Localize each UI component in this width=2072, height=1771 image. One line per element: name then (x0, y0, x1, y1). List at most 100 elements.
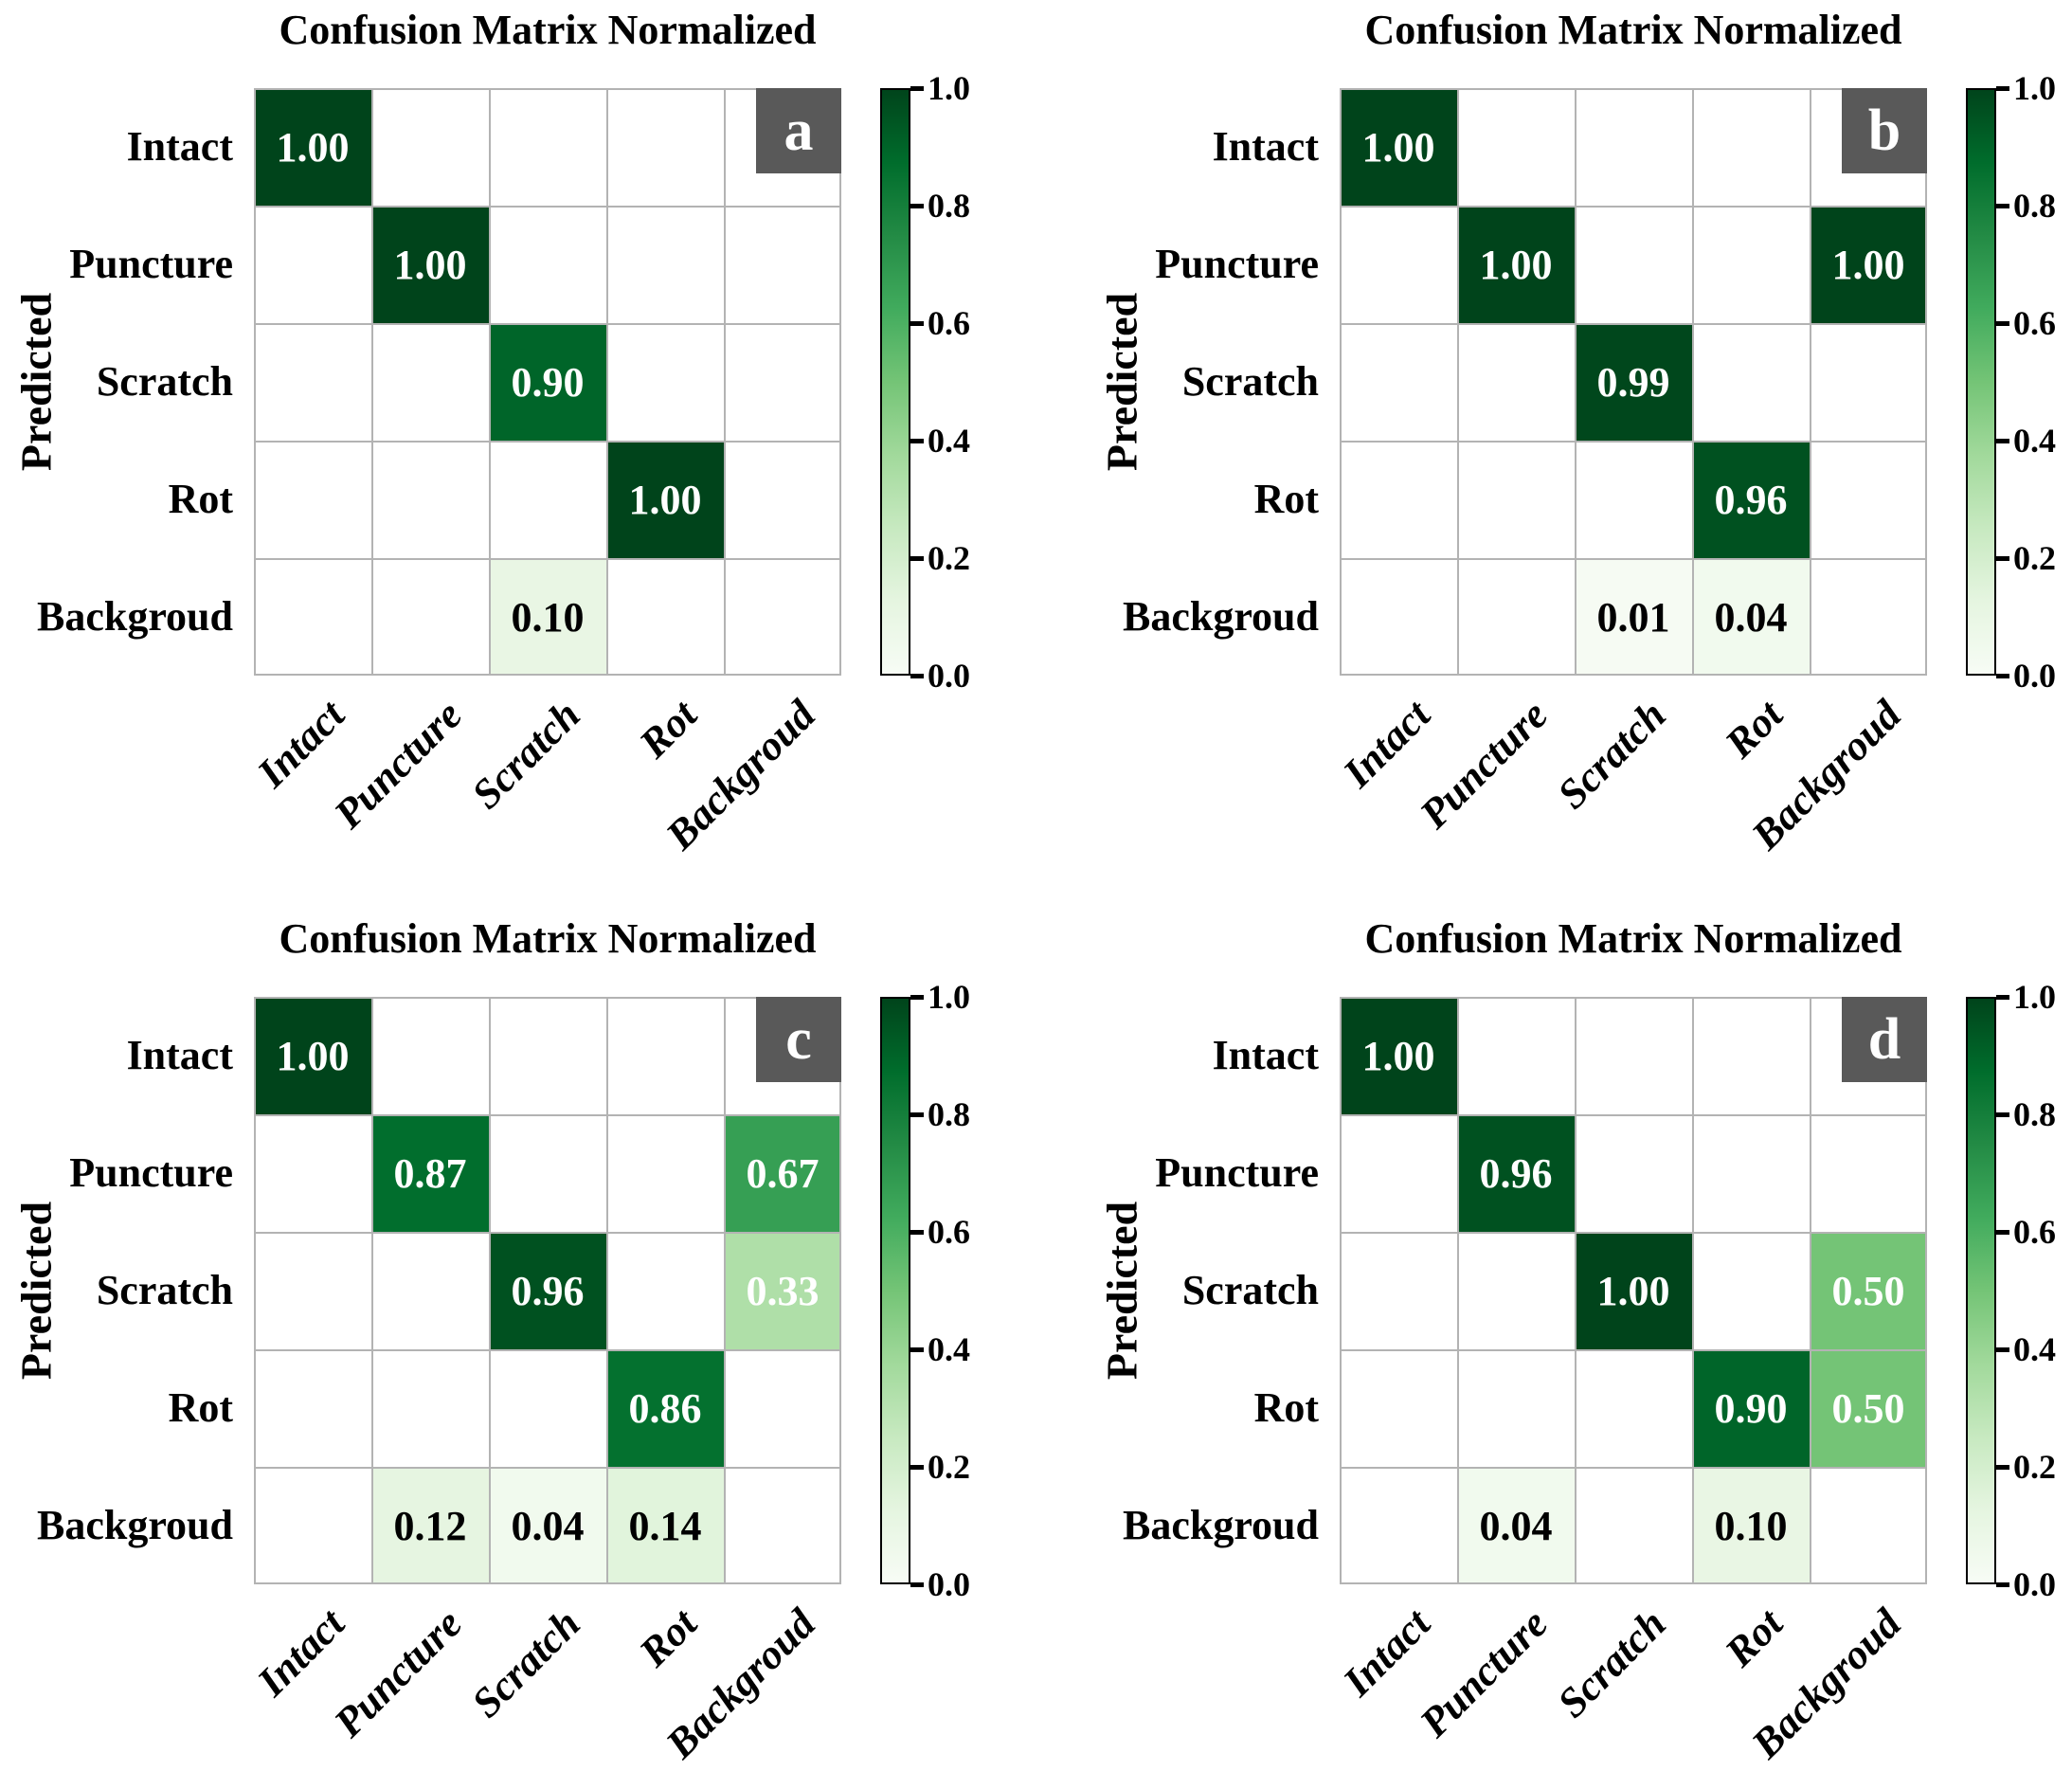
gridline (371, 88, 373, 676)
matrix-cell (1340, 323, 1457, 441)
gridline (724, 88, 726, 676)
matrix-cell (1575, 88, 1692, 206)
matrix-cell (1692, 1114, 1810, 1232)
y-tick-label: Rot (1253, 1384, 1319, 1431)
matrix-cell (371, 558, 489, 676)
colorbar-tick (1996, 1347, 2009, 1352)
colorbar-tick (910, 439, 924, 443)
gridline (1340, 1349, 1927, 1351)
matrix-cell: 1.00 (254, 88, 371, 206)
matrix-cell: 0.96 (1457, 1114, 1575, 1232)
matrix-cell (371, 323, 489, 441)
y-tick-label: Puncture (1155, 1149, 1319, 1196)
colorbar-tick (910, 556, 924, 561)
matrix-cell (1457, 323, 1575, 441)
colorbar-tick-label: 1.0 (928, 978, 970, 1016)
colorbar (1966, 88, 1996, 676)
matrix-cell (1457, 997, 1575, 1114)
panel-letter: c (785, 1006, 812, 1072)
gridline (839, 88, 841, 676)
gridline (1340, 1467, 1927, 1469)
gridline (254, 1349, 841, 1351)
matrix-cell (371, 441, 489, 558)
matrix-axes: 1.00 0.96 1.00 0.50 0.90 0.50 0.04 0.10 (1340, 997, 1927, 1584)
matrix-cell: 0.04 (1457, 1467, 1575, 1584)
gridline (1340, 441, 1927, 443)
colorbar-tick (1996, 995, 2009, 1000)
colorbar-tick-label: 0.2 (928, 539, 970, 577)
x-tick-label: Puncture (1411, 691, 1558, 838)
x-tick-label: Intact (1334, 691, 1440, 797)
matrix-cell: 0.10 (489, 558, 606, 676)
gridline (1457, 997, 1459, 1584)
colorbar-tick-label: 1.0 (928, 69, 970, 107)
matrix-cell (1575, 997, 1692, 1114)
matrix-cell (606, 997, 724, 1114)
colorbar (880, 997, 910, 1584)
matrix-cell: 1.00 (1340, 88, 1457, 206)
matrix-cell: 1.00 (1575, 1232, 1692, 1349)
gridline (254, 88, 256, 676)
matrix-cell: 0.01 (1575, 558, 1692, 676)
matrix-cell (1810, 558, 1927, 676)
matrix-cell: 0.33 (724, 1232, 841, 1349)
colorbar-tick (1996, 1230, 2009, 1235)
gridline (1925, 88, 1927, 676)
gridline (489, 88, 491, 676)
confusion-matrix-panel-a: Confusion Matrix Normalized Predicted 1.… (0, 0, 986, 909)
matrix-cell (724, 323, 841, 441)
colorbar-tick (1996, 1112, 2009, 1117)
matrix-cell (1692, 997, 1810, 1114)
matrix-cell: 0.96 (1692, 441, 1810, 558)
panel-letter-badge: a (756, 88, 841, 173)
x-tick-label: Puncture (1411, 1599, 1558, 1746)
matrix-cell (724, 1467, 841, 1584)
colorbar-tick (1996, 1582, 2009, 1587)
gridline (1692, 88, 1694, 676)
matrix-cell (254, 1349, 371, 1467)
gridline (1575, 997, 1577, 1584)
colorbar-tick-label: 1.0 (2013, 69, 2056, 107)
matrix-cell: 0.90 (1692, 1349, 1810, 1467)
gridline (1340, 997, 1342, 1584)
matrix-cell: 0.87 (371, 1114, 489, 1232)
gridline (1925, 997, 1927, 1584)
y-tick-label: Intact (126, 1032, 233, 1078)
colorbar-tick-label: 0.6 (2013, 1213, 2056, 1251)
matrix-cell: 0.50 (1810, 1349, 1927, 1467)
confusion-matrix-panel-b: Confusion Matrix Normalized Predicted 1.… (1086, 0, 2072, 909)
chart-title: Confusion Matrix Normalized (279, 7, 817, 53)
gridline (724, 997, 726, 1584)
y-tick-label: Backgroud (36, 593, 233, 640)
matrix-cell (1692, 206, 1810, 323)
gridline (254, 997, 256, 1584)
colorbar-tick-label: 0.4 (928, 422, 970, 460)
matrix-cell: 0.14 (606, 1467, 724, 1584)
colorbar-tick (910, 995, 924, 1000)
matrix-cell: 1.00 (371, 206, 489, 323)
y-tick-label: Scratch (1181, 358, 1319, 405)
x-tick-label: Rot (630, 691, 707, 768)
gridline (254, 441, 841, 443)
y-tick-label: Backgroud (1122, 1502, 1319, 1548)
matrix-cell: 0.67 (724, 1114, 841, 1232)
chart-title: Confusion Matrix Normalized (1364, 915, 1902, 962)
matrix-cell (1575, 1467, 1692, 1584)
x-tick-label: Rot (630, 1599, 707, 1676)
matrix-cell (606, 1232, 724, 1349)
gridline (254, 1582, 841, 1584)
matrix-cell (371, 1349, 489, 1467)
gridline (254, 558, 841, 560)
matrix-cell (606, 558, 724, 676)
matrix-axes: 1.00 1.00 1.00 0.99 0.96 0.01 0.04 (1340, 88, 1927, 676)
y-tick-label: Intact (1212, 1032, 1319, 1078)
matrix-cell (254, 1467, 371, 1584)
gridline (1340, 323, 1927, 325)
matrix-cell (1340, 1349, 1457, 1467)
gridline (254, 1114, 841, 1116)
matrix-cell: 0.86 (606, 1349, 724, 1467)
matrix-cell (1340, 1467, 1457, 1584)
colorbar-tick-label: 0.6 (928, 304, 970, 342)
colorbar-tick-label: 0.8 (928, 187, 970, 225)
